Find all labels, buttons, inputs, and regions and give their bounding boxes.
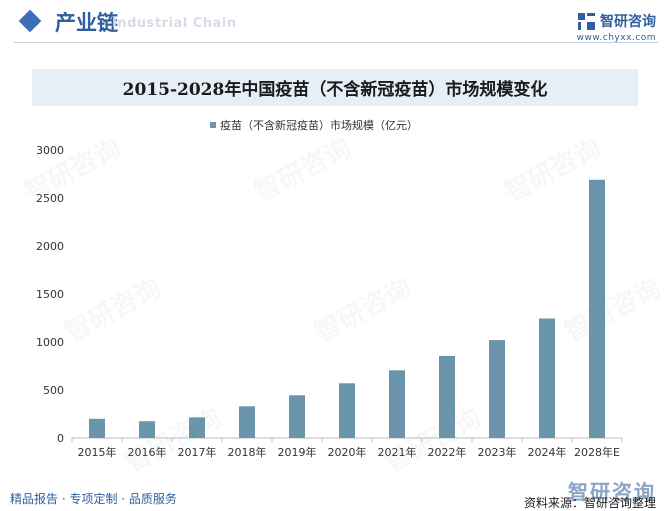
bar <box>389 370 405 438</box>
y-tick-label: 3000 <box>36 144 64 157</box>
bar <box>189 417 205 438</box>
header-divider <box>14 42 658 43</box>
legend-swatch <box>210 122 216 128</box>
bar <box>289 395 305 438</box>
brand: 智研咨询 www.chyxx.com <box>577 11 656 43</box>
x-tick-label: 2021年 <box>378 445 417 459</box>
brand-name: 智研咨询 <box>600 14 656 30</box>
source-note: 资料来源：智研咨询整理 <box>523 496 656 510</box>
x-tick-label: 2023年 <box>478 445 517 459</box>
y-tick-label: 2000 <box>36 240 64 253</box>
brand-logo-icon <box>578 12 595 30</box>
section-title: 产业链 <box>55 11 118 35</box>
bar <box>439 355 455 438</box>
y-tick-label: 500 <box>43 384 64 397</box>
chart-title: 2015-2028年中国疫苗（不含新冠疫苗）市场规模变化 <box>122 80 548 100</box>
bar <box>139 421 155 438</box>
x-tick-label: 2017年 <box>178 445 217 459</box>
bar <box>489 340 505 438</box>
bar <box>239 406 255 438</box>
section-header: 产业链 Industrial Chain 智研咨询 www.chyxx.com <box>0 0 670 48</box>
legend-label: 疫苗（不含新冠疫苗）市场规模（亿元） <box>220 118 418 132</box>
x-tick-label: 2016年 <box>128 445 167 459</box>
bar <box>539 318 555 438</box>
bar <box>589 179 605 438</box>
chart-title-band: 2015-2028年中国疫苗（不含新冠疫苗）市场规模变化 <box>32 69 638 106</box>
footer-tagline: 精品报告 · 专项定制 · 品质服务 <box>10 492 177 506</box>
footer-source: 智研咨询 <box>568 476 656 505</box>
bar <box>89 418 105 438</box>
bar <box>339 383 355 438</box>
x-tick-label: 2022年 <box>428 445 467 459</box>
x-tick-label: 2020年 <box>328 445 367 459</box>
y-tick-label: 1500 <box>36 288 64 301</box>
bar-chart: 疫苗（不含新冠疫苗）市场规模（亿元） 0 500 1000 1500 2000 2500 30… <box>36 118 623 459</box>
section-subtitle: Industrial Chain <box>112 16 237 31</box>
y-tick-label: 2500 <box>36 192 64 205</box>
y-tick-label: 1000 <box>36 336 64 349</box>
y-tick-label: 0 <box>57 432 64 445</box>
x-tick-label: 2019年 <box>278 445 317 459</box>
diamond-icon <box>18 9 42 33</box>
x-tick-label: 2015年 <box>78 445 117 459</box>
x-tick-label: 2028年E <box>574 445 620 459</box>
x-tick-label: 2018年 <box>228 445 267 459</box>
footer-brand-watermark: 智研咨询 <box>568 480 656 504</box>
brand-url: www.chyxx.com <box>576 33 656 43</box>
x-tick-label: 2024年 <box>528 445 567 459</box>
